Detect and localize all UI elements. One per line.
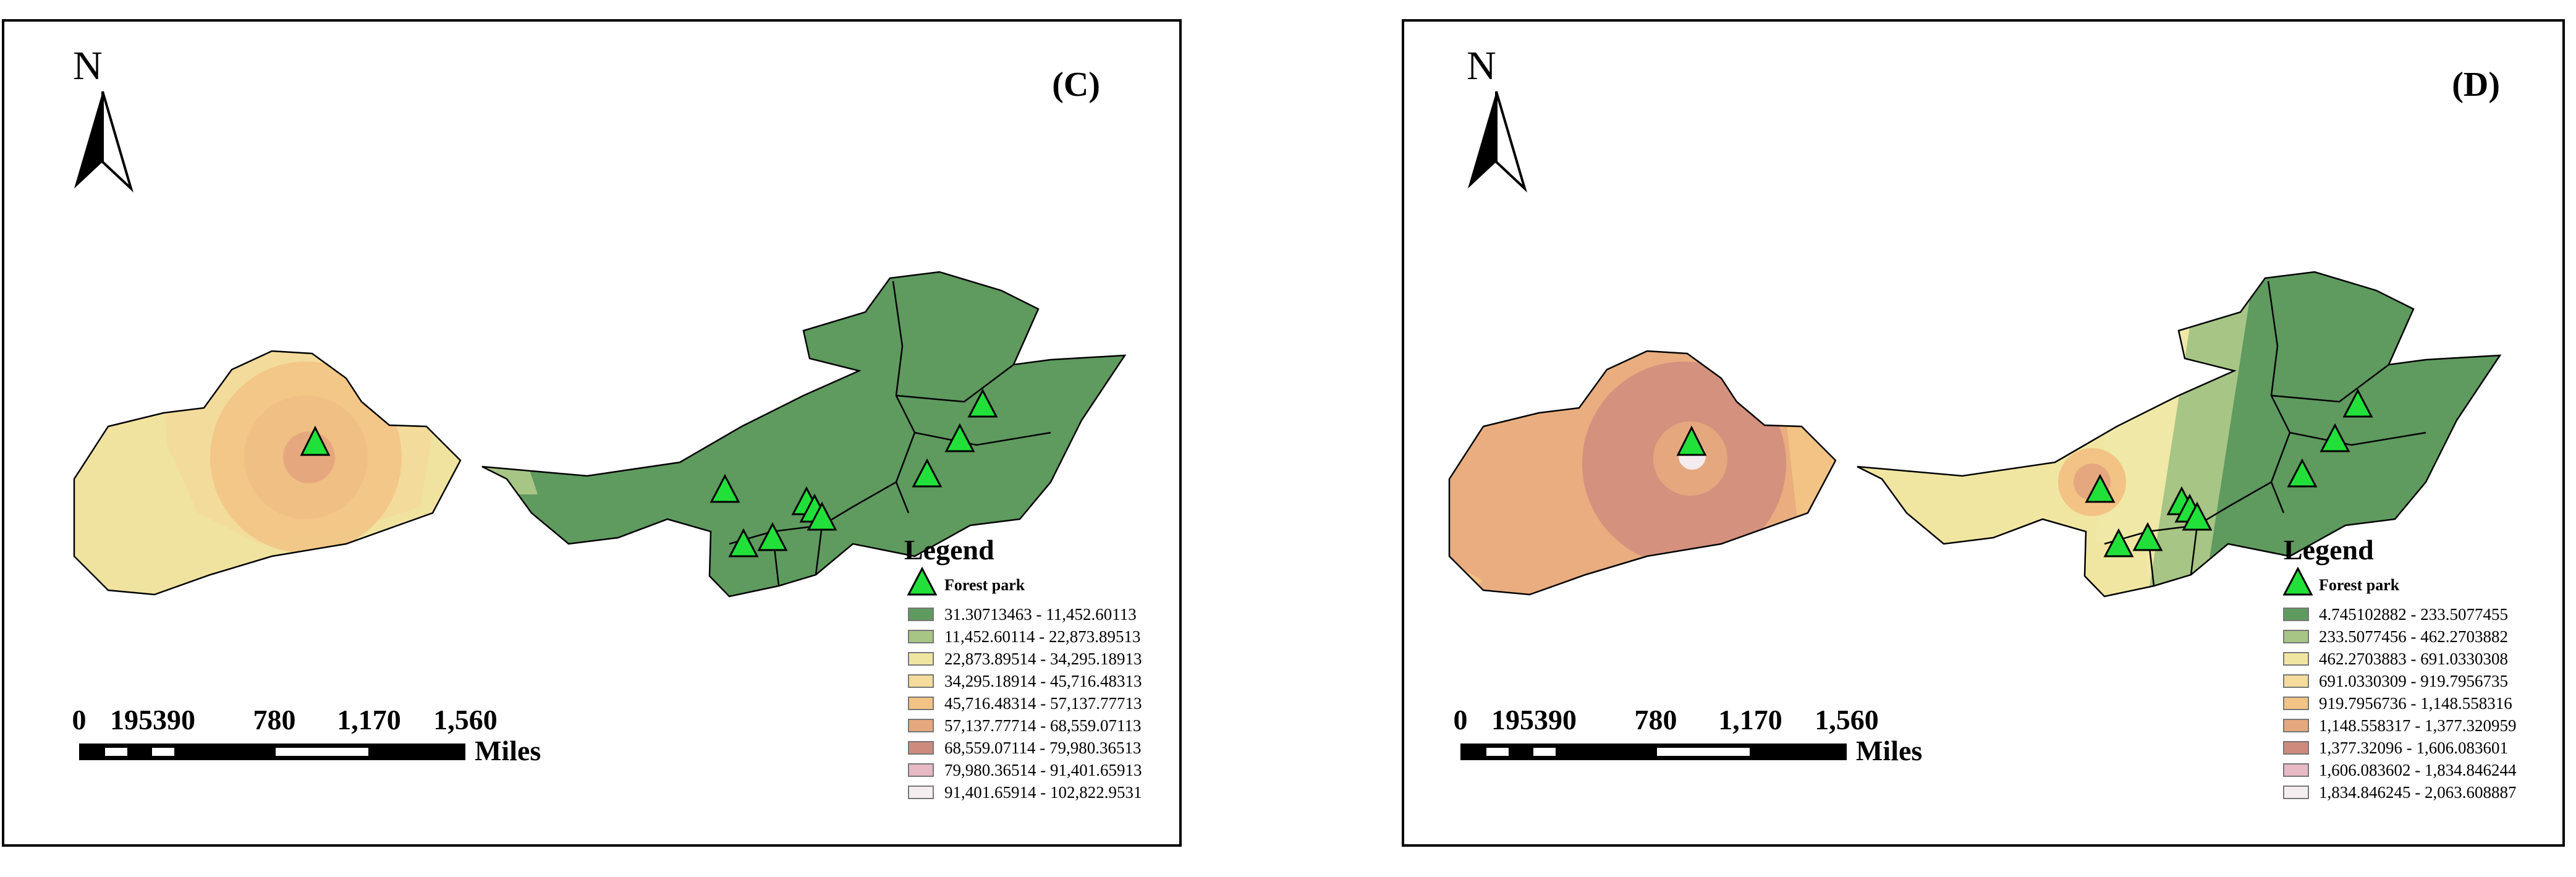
legend-marker-icon (2282, 566, 2313, 596)
legend-swatch-1: 31.30713463 - 11,452.60113 (908, 605, 1137, 624)
svg-text:1,377.32096 - 1,606.083601: 1,377.32096 - 1,606.083601 (2319, 739, 2508, 757)
forest-park-markers (1676, 388, 2373, 557)
legend-marker-icon (907, 566, 938, 596)
forest-park-marker (2287, 458, 2318, 488)
legend-swatch-7: 68,559.07114 - 79,980.36513 (908, 739, 1142, 757)
legend-swatch-5: 45,716.48314 - 57,137.77713 (908, 694, 1142, 713)
forest-park-marker (807, 501, 837, 531)
forest-park-marker (967, 388, 998, 418)
forest-park-marker (2320, 423, 2350, 452)
forest-park-marker (710, 473, 740, 503)
svg-text:1,148.558317 - 1,377.320959: 1,148.558317 - 1,377.320959 (2319, 716, 2517, 735)
forest-park-marker (2085, 473, 2116, 503)
panel-d: N (D) (1402, 19, 2565, 847)
scale-tick: 1,170 (1718, 704, 1782, 735)
legend-marker-label: Forest park (2319, 576, 2400, 594)
svg-text:1,834.846245 - 2,063.608887: 1,834.846245 - 2,063.608887 (2319, 783, 2517, 802)
svg-text:34,295.18914 - 45,716.48313: 34,295.18914 - 45,716.48313 (944, 672, 1142, 690)
forest-park-marker (728, 528, 759, 557)
panel-label: (C) (1052, 66, 1100, 104)
svg-text:91,401.65914 - 102,822.9531: 91,401.65914 - 102,822.9531 (944, 783, 1142, 802)
scale-tick: 1,170 (337, 704, 401, 735)
forest-park-marker (944, 423, 975, 452)
panel-c: N (C) (2, 19, 1182, 847)
legend-swatch-9: 91,401.65914 - 102,822.9531 (908, 783, 1142, 802)
legend-title: Legend (2284, 534, 2374, 566)
legend-marker-label: Forest park (944, 576, 1025, 594)
legend-title: Legend (904, 534, 994, 566)
legend-swatch-2: 11,452.60114 - 22,873.89513 (908, 627, 1141, 646)
legend: Legend Forest park 4.745102882 - 233.507… (2282, 534, 2517, 802)
forest-park-marker (2103, 528, 2134, 557)
scale-tick: 0 (1454, 704, 1468, 735)
svg-text:57,137.77714 - 68,559.07113: 57,137.77714 - 68,559.07113 (944, 716, 1142, 735)
svg-text:31.30713463 - 11,452.60113: 31.30713463 - 11,452.60113 (944, 605, 1137, 624)
scale-unit: Miles (1856, 735, 1922, 766)
scale-bar: 0 195390 780 1,170 1,560 Miles (1454, 704, 1923, 766)
north-arrow-icon: N (73, 43, 133, 193)
svg-text:919.7956736 - 1,148.558316: 919.7956736 - 1,148.558316 (2319, 694, 2512, 713)
north-label: N (1467, 43, 1496, 88)
svg-text:11,452.60114 - 22,873.89513: 11,452.60114 - 22,873.89513 (944, 627, 1141, 646)
forest-park-marker (757, 522, 788, 551)
panel-label: (D) (2452, 66, 2500, 104)
forest-park-marker (2342, 388, 2373, 418)
forest-park-marker (300, 425, 331, 456)
legend-swatch-3: 462.2703883 - 691.0330308 (2283, 650, 2508, 668)
forest-park-markers (300, 388, 998, 557)
scale-tick: 195390 (1491, 704, 1577, 735)
legend-swatch-1: 4.745102882 - 233.5077455 (2283, 605, 2508, 624)
legend-swatch-5: 919.7956736 - 1,148.558316 (2283, 694, 2512, 713)
legend-swatch-7: 1,377.32096 - 1,606.083601 (2283, 739, 2508, 757)
legend-swatch-4: 691.0330309 - 919.7956735 (2283, 672, 2508, 690)
scale-tick: 1,560 (1815, 704, 1879, 735)
svg-text:45,716.48314 - 57,137.77713: 45,716.48314 - 57,137.77713 (944, 694, 1142, 713)
legend-swatch-4: 34,295.18914 - 45,716.48313 (908, 672, 1142, 690)
legend-swatch-9: 1,834.846245 - 2,063.608887 (2283, 783, 2517, 802)
svg-text:462.2703883 - 691.0330308: 462.2703883 - 691.0330308 (2319, 650, 2508, 668)
legend: Legend Forest park 31.30713463 - 11,452.… (904, 534, 1142, 802)
legend-swatch-3: 22,873.89514 - 34,295.18913 (908, 650, 1142, 668)
scale-tick: 0 (72, 704, 87, 735)
legend-swatch-6: 1,148.558317 - 1,377.320959 (2283, 716, 2517, 735)
scale-tick: 780 (253, 704, 296, 735)
forest-park-marker (2182, 501, 2213, 531)
scale-unit: Miles (475, 735, 541, 766)
legend-swatch-8: 79,980.36514 - 91,401.65913 (908, 761, 1142, 779)
scale-tick: 780 (1635, 704, 1677, 735)
svg-text:691.0330309 - 919.7956735: 691.0330309 - 919.7956735 (2319, 672, 2508, 690)
svg-text:22,873.89514 - 34,295.18913: 22,873.89514 - 34,295.18913 (944, 650, 1142, 668)
svg-text:68,559.07114 - 79,980.36513: 68,559.07114 - 79,980.36513 (944, 739, 1142, 757)
legend-swatch-2: 233.5077456 - 462.2703882 (2283, 627, 2508, 646)
north-label: N (73, 43, 103, 88)
svg-text:233.5077456 - 462.2703882: 233.5077456 - 462.2703882 (2319, 627, 2508, 646)
forest-park-marker (1676, 425, 1707, 456)
forest-park-marker (912, 458, 943, 488)
forest-park-marker (2132, 522, 2163, 551)
legend-swatch-8: 1,606.083602 - 1,834.846244 (2283, 761, 2517, 779)
north-arrow-icon: N (1467, 43, 1527, 193)
svg-text:79,980.36514 - 91,401.65913: 79,980.36514 - 91,401.65913 (944, 761, 1142, 779)
scale-tick: 1,560 (433, 704, 498, 735)
legend-swatch-6: 57,137.77714 - 68,559.07113 (908, 716, 1142, 735)
svg-text:1,606.083602 - 1,834.846244: 1,606.083602 - 1,834.846244 (2319, 761, 2517, 779)
scale-tick: 195390 (110, 704, 195, 735)
svg-text:4.745102882 - 233.5077455: 4.745102882 - 233.5077455 (2319, 605, 2508, 624)
map-region-west (1448, 350, 1837, 596)
scale-bar: 0 195390 780 1,170 1,560 Miles (72, 704, 541, 766)
